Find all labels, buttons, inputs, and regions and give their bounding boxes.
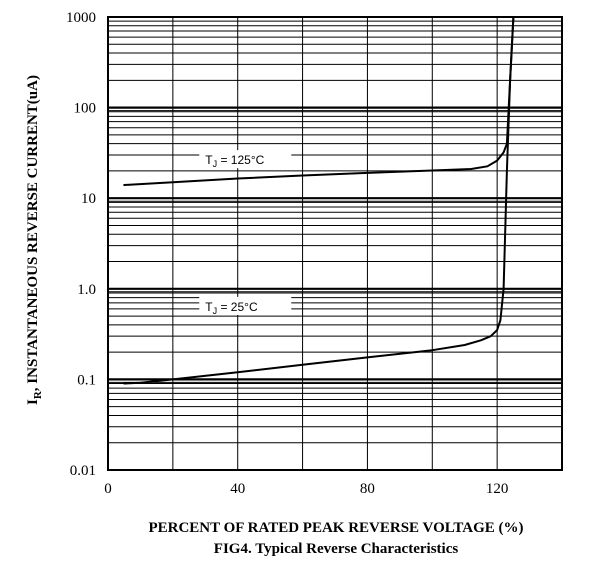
curve-labels: TJ = 125°C TJ = 25°C: [199, 150, 292, 316]
curve-label-bg: [199, 296, 292, 315]
grid: [108, 17, 562, 470]
curve-label-0: TJ = 125°C: [205, 153, 264, 169]
curve-label-bg: [199, 150, 292, 169]
x-tick-label: 40: [230, 481, 245, 497]
y-tick-label: 100: [74, 101, 97, 117]
plot-frame: [107, 16, 563, 471]
x-axis-title: PERCENT OF RATED PEAK REVERSE VOLTAGE (%…: [148, 520, 523, 536]
curve-1: [123, 16, 515, 385]
curves: [123, 16, 515, 385]
y-tick-label: 1.0: [77, 282, 96, 298]
curve-label-1: TJ = 25°C: [205, 300, 258, 316]
x-tick-label: 80: [360, 481, 375, 497]
curve-0: [123, 16, 515, 186]
figure-caption: FIG4. Typical Reverse Characteristics: [214, 541, 459, 557]
x-axis-ticks: 0 40 80 120: [104, 481, 508, 497]
x-tick-label: 120: [486, 481, 509, 497]
y-tick-label: 10: [81, 191, 96, 207]
y-tick-label: 0.01: [70, 463, 96, 479]
y-axis-ticks: 0.01 0.1 1.0 10 100 1000: [66, 10, 96, 479]
y-axis-title: IR, INSTANTANEOUS REVERSE CURRENT(uA): [25, 75, 44, 405]
y-tick-label: 1000: [66, 10, 96, 26]
y-tick-label: 0.1: [77, 372, 96, 388]
x-tick-label: 0: [104, 481, 112, 497]
